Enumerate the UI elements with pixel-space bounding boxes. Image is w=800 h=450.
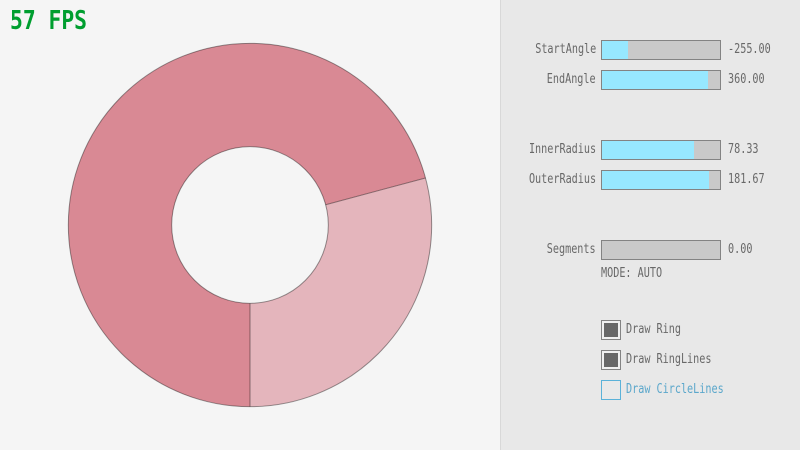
slider-row-endangle: EndAngle 360.00 bbox=[501, 70, 800, 90]
outerradius-slider[interactable] bbox=[601, 170, 721, 190]
draw-ring-label: Draw Ring bbox=[626, 322, 681, 337]
outerradius-value: 181.67 bbox=[728, 172, 765, 187]
draw-ring-checkbox[interactable] bbox=[601, 320, 621, 340]
innerradius-value: 78.33 bbox=[728, 142, 759, 157]
endangle-value: 360.00 bbox=[728, 72, 765, 87]
endangle-slider-fill bbox=[602, 71, 709, 89]
ring-sector-single bbox=[250, 177, 432, 407]
outerradius-slider-fill bbox=[602, 171, 710, 189]
mode-label: MODE: AUTO bbox=[601, 266, 663, 281]
segments-value: 0.00 bbox=[728, 242, 753, 257]
draw-ringlines-label: Draw RingLines bbox=[626, 352, 712, 367]
draw-circlelines-label: Draw CircleLines bbox=[626, 382, 724, 397]
ring-inner-outline bbox=[171, 146, 329, 304]
checkbox-draw-ring[interactable]: Draw Ring bbox=[601, 320, 800, 340]
startangle-slider[interactable] bbox=[601, 40, 721, 60]
draw-circlelines-checkbox[interactable] bbox=[601, 380, 621, 400]
innerradius-label: InnerRadius bbox=[528, 142, 596, 157]
segments-label: Segments bbox=[547, 242, 596, 257]
ring-sector-overlap bbox=[68, 43, 426, 407]
innerradius-slider[interactable] bbox=[601, 140, 721, 160]
draw-ringlines-checkbox[interactable] bbox=[601, 350, 621, 370]
fps-text: 57 FPS bbox=[10, 6, 88, 36]
checkbox-draw-ringlines[interactable]: Draw RingLines bbox=[601, 350, 800, 370]
endangle-label: EndAngle bbox=[547, 72, 596, 87]
slider-row-innerradius: InnerRadius 78.33 bbox=[501, 140, 800, 160]
innerradius-slider-fill bbox=[602, 141, 695, 159]
startangle-value: -255.00 bbox=[728, 42, 771, 57]
checkbox-draw-circlelines[interactable]: Draw CircleLines bbox=[601, 380, 800, 400]
fps-counter: 57 FPS bbox=[10, 8, 104, 34]
slider-row-segments: Segments 0.00 bbox=[501, 240, 800, 260]
control-panel: StartAngle -255.00 EndAngle 360.00 Inner… bbox=[500, 0, 800, 450]
startangle-label: StartAngle bbox=[534, 42, 596, 57]
slider-row-startangle: StartAngle -255.00 bbox=[501, 40, 800, 60]
segments-slider[interactable] bbox=[601, 240, 721, 260]
ring-canvas bbox=[67, 42, 433, 408]
slider-row-outerradius: OuterRadius 181.67 bbox=[501, 170, 800, 190]
outerradius-label: OuterRadius bbox=[528, 172, 596, 187]
endangle-slider[interactable] bbox=[601, 70, 721, 90]
ring-outer-outline bbox=[67, 42, 433, 408]
ring-radial-line-start bbox=[325, 177, 426, 206]
startangle-slider-fill bbox=[602, 41, 628, 59]
